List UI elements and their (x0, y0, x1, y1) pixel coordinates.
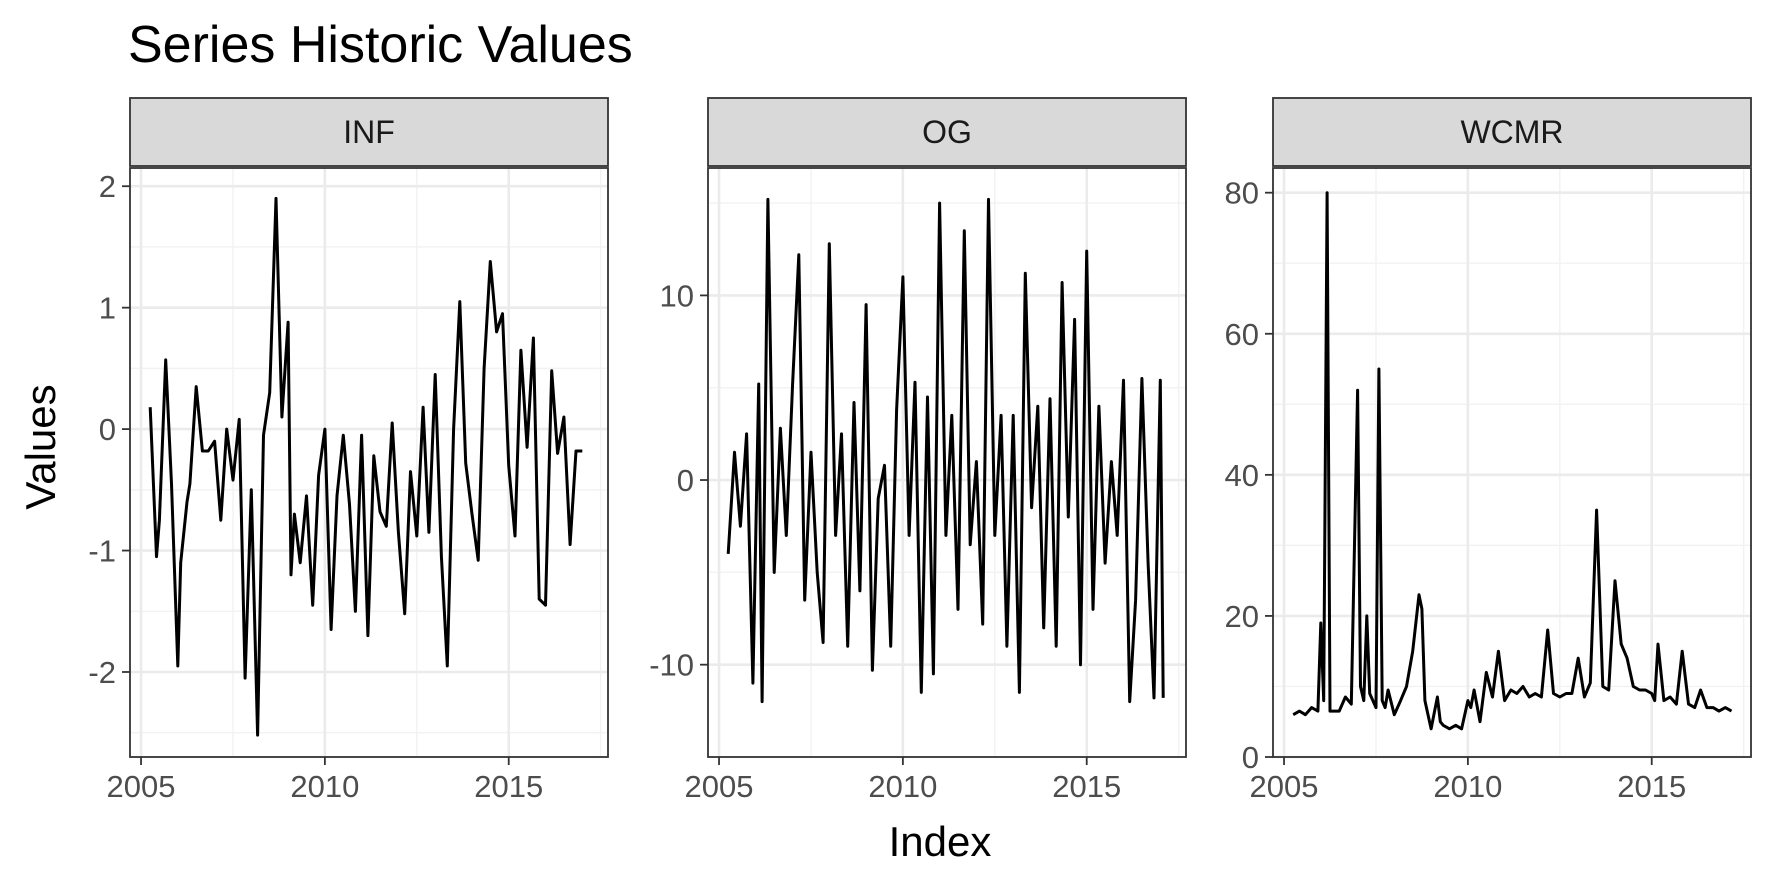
y-tick-label: 0 (1242, 740, 1259, 775)
y-tick-label: 0 (99, 412, 116, 447)
x-tick-label: 2015 (1617, 769, 1686, 804)
panel-border (1272, 167, 1752, 758)
facet-strip-label: INF (343, 114, 395, 150)
series-line-inf (148, 196, 583, 737)
facet-strip-label: WCMR (1460, 114, 1563, 150)
y-tick-label: 0 (677, 463, 694, 498)
y-tick-label: -10 (649, 648, 694, 683)
x-tick-label: 2010 (868, 769, 937, 804)
facet-strip-label: OG (922, 114, 972, 150)
y-tick-label: 80 (1225, 176, 1259, 211)
y-tick-label: -1 (88, 534, 116, 569)
y-tick-label: 10 (660, 278, 694, 313)
plot-background (708, 168, 1186, 757)
series-line-og (726, 197, 1165, 704)
y-tick-label: -2 (88, 655, 116, 690)
facet-strip (707, 97, 1187, 167)
x-axis-title: Index (889, 818, 992, 865)
panel-border (129, 167, 609, 758)
facet-strip (129, 97, 609, 167)
x-tick-label: 2005 (107, 769, 176, 804)
facet-panel-inf: INF -2 -1 0 1 2 2005 2010 2015 (88, 97, 609, 804)
y-tick-label: 40 (1225, 458, 1259, 493)
y-tick-label: 2 (99, 169, 116, 204)
x-tick-label: 2010 (290, 769, 359, 804)
x-tick-label: 2010 (1433, 769, 1502, 804)
y-tick-label: 1 (99, 291, 116, 326)
chart-title: Series Historic Values (128, 16, 633, 74)
facet-panel-wcmr: WCMR 0 20 40 60 80 2005 2010 2015 (1225, 97, 1752, 804)
series-line-wcmr (1292, 191, 1733, 731)
y-axis-title: Values (17, 384, 64, 509)
x-tick-label: 2005 (1250, 769, 1319, 804)
y-tick-label: 60 (1225, 317, 1259, 352)
facet-strip (1272, 97, 1752, 167)
facet-panel-og: OG -10 0 10 2005 2010 2015 (649, 97, 1187, 804)
x-tick-label: 2015 (474, 769, 543, 804)
panel-border (707, 167, 1187, 758)
plot-background (130, 168, 608, 757)
y-tick-label: 20 (1225, 599, 1259, 634)
x-tick-label: 2005 (685, 769, 754, 804)
x-tick-label: 2015 (1052, 769, 1121, 804)
